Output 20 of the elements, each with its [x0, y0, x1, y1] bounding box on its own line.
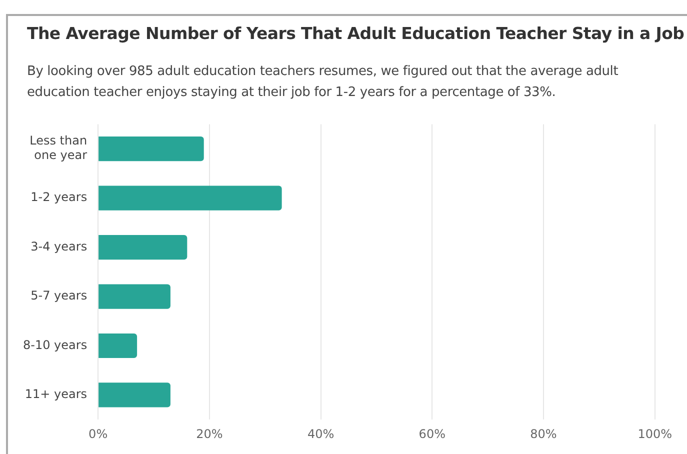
y-tick-label: 8-10 years: [22, 338, 88, 352]
bar: [98, 136, 204, 162]
y-tick-label: 1-2 years: [30, 190, 88, 204]
chart-subtitle: By looking over 985 adult education teachers resumes, we figured out that the average adult education teacher enjoys staying at their job for 1-2 years for a percentage of 33%.: [27, 63, 620, 102]
x-tick-label: 80%: [530, 426, 557, 441]
y-tick-label: 5-7 years: [30, 288, 88, 303]
x-tick-label: 20%: [196, 426, 223, 441]
x-tick-label: 100%: [638, 426, 672, 441]
y-tick-label: 3-4 years: [30, 239, 88, 254]
chart-title: The Average Number of Years That Adult Education Teacher Stay in a Job: [27, 24, 684, 43]
x-tick-label: 60%: [418, 426, 446, 441]
y-tick-label: 11+ years: [24, 387, 88, 402]
y-tick-label: Less than one year: [30, 134, 88, 162]
bar: [98, 284, 170, 309]
x-tick-label: 40%: [307, 426, 334, 441]
x-tick-label: 0%: [88, 426, 108, 441]
bar: [98, 186, 282, 210]
bar: [98, 234, 188, 260]
bar: [98, 333, 138, 358]
bar: [98, 382, 170, 408]
